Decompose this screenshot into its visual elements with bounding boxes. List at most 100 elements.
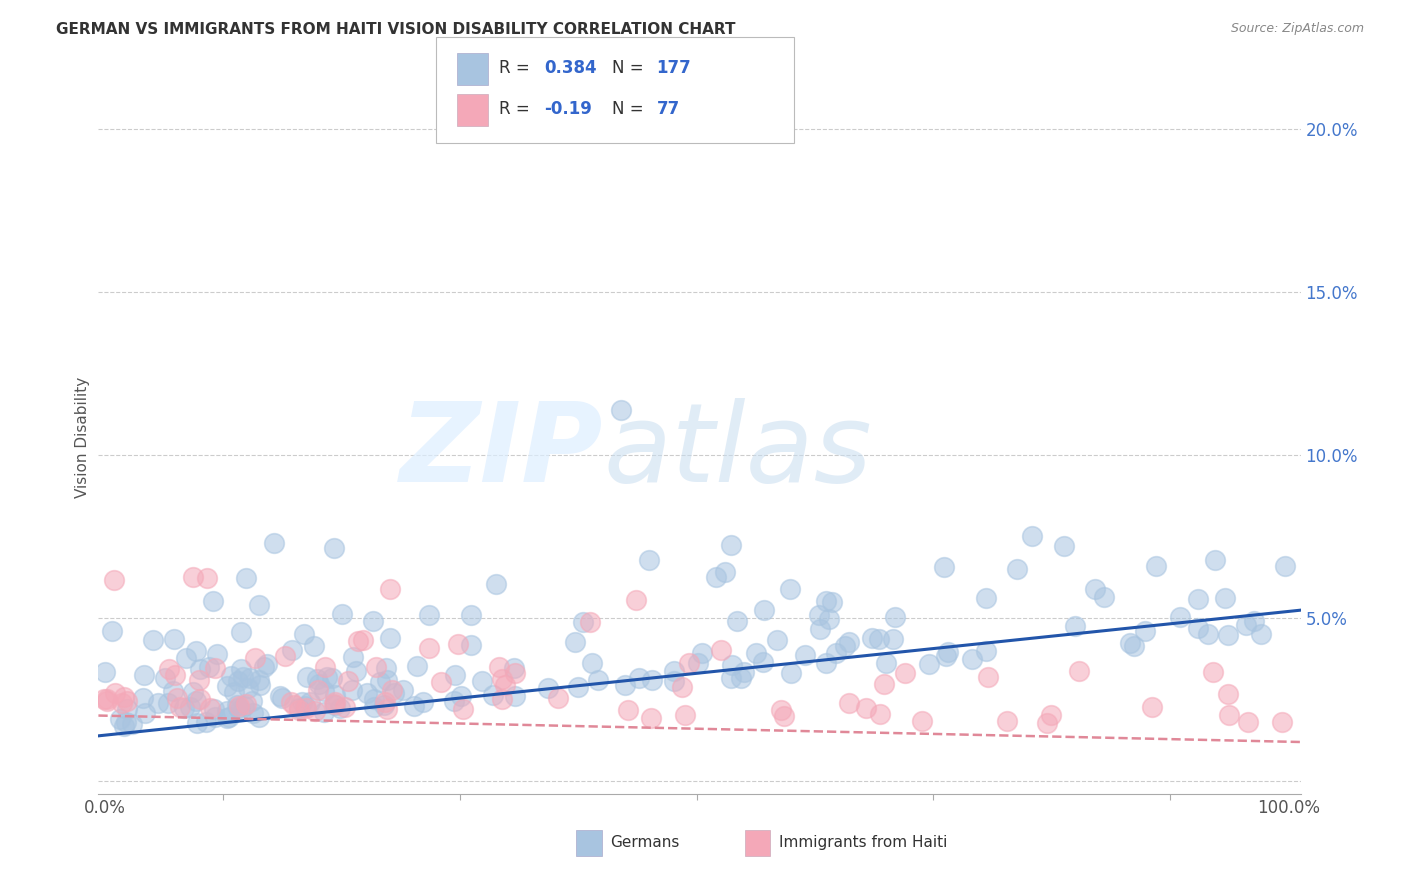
Point bbox=[200, 700, 222, 714]
Point bbox=[564, 634, 586, 648]
Point bbox=[1250, 627, 1272, 641]
Point bbox=[460, 607, 482, 622]
Point bbox=[752, 603, 775, 617]
Point bbox=[108, 712, 131, 726]
Point bbox=[315, 670, 337, 684]
Point bbox=[1067, 665, 1090, 679]
Point bbox=[217, 679, 239, 693]
Point bbox=[368, 675, 391, 690]
Point bbox=[713, 565, 735, 579]
Point bbox=[808, 622, 831, 636]
Point bbox=[103, 574, 125, 588]
Point bbox=[1204, 553, 1226, 567]
Point bbox=[198, 660, 221, 674]
Point bbox=[678, 656, 700, 670]
Point bbox=[333, 699, 356, 714]
Point bbox=[894, 665, 917, 680]
Point bbox=[205, 647, 228, 661]
Point bbox=[292, 626, 315, 640]
Point bbox=[616, 703, 638, 717]
Point bbox=[190, 692, 212, 706]
Point bbox=[1271, 714, 1294, 729]
Point bbox=[744, 647, 766, 661]
Point bbox=[995, 714, 1018, 728]
Point bbox=[294, 701, 316, 715]
Point bbox=[235, 697, 257, 711]
Point bbox=[807, 607, 830, 622]
Text: -0.19: -0.19 bbox=[544, 100, 592, 118]
Text: atlas: atlas bbox=[603, 398, 872, 505]
Point bbox=[201, 594, 224, 608]
Point bbox=[288, 700, 311, 714]
Point bbox=[271, 691, 294, 706]
Point bbox=[883, 610, 905, 624]
Point bbox=[872, 677, 894, 691]
Point bbox=[1133, 624, 1156, 639]
Point bbox=[404, 699, 426, 714]
Point bbox=[860, 631, 883, 645]
Point bbox=[443, 694, 465, 708]
Point bbox=[132, 691, 155, 706]
Point bbox=[579, 615, 602, 629]
Point bbox=[503, 665, 526, 680]
Point bbox=[1040, 707, 1063, 722]
Point bbox=[814, 656, 837, 670]
Point bbox=[204, 661, 226, 675]
Point bbox=[1092, 590, 1115, 604]
Point bbox=[179, 699, 201, 714]
Point bbox=[364, 660, 387, 674]
Point bbox=[232, 670, 254, 684]
Point bbox=[121, 716, 143, 731]
Point bbox=[174, 651, 197, 665]
Point bbox=[228, 674, 250, 689]
Point bbox=[673, 708, 696, 723]
Point bbox=[671, 680, 693, 694]
Point bbox=[1218, 687, 1240, 701]
Point bbox=[1084, 582, 1107, 596]
Point bbox=[249, 678, 271, 692]
Point bbox=[111, 697, 134, 711]
Point bbox=[215, 711, 238, 725]
Point bbox=[100, 624, 122, 639]
Point bbox=[627, 672, 650, 686]
Point bbox=[382, 686, 405, 700]
Point bbox=[330, 607, 353, 622]
Point bbox=[169, 699, 191, 714]
Point bbox=[314, 660, 336, 674]
Point bbox=[974, 643, 997, 657]
Point bbox=[392, 682, 415, 697]
Point bbox=[280, 695, 302, 709]
Point bbox=[662, 664, 685, 678]
Point bbox=[690, 646, 713, 660]
Point bbox=[323, 698, 346, 712]
Point bbox=[114, 714, 136, 729]
Point bbox=[229, 703, 252, 717]
Point bbox=[725, 614, 748, 628]
Point bbox=[142, 633, 165, 648]
Point bbox=[112, 690, 135, 704]
Point bbox=[638, 553, 661, 567]
Point bbox=[323, 695, 346, 709]
Point bbox=[291, 695, 314, 709]
Point bbox=[157, 662, 180, 676]
Point bbox=[134, 706, 156, 720]
Point bbox=[162, 684, 184, 698]
Point bbox=[233, 698, 256, 713]
Point bbox=[269, 689, 291, 703]
Point bbox=[730, 671, 752, 685]
Point bbox=[195, 715, 218, 730]
Point bbox=[936, 645, 959, 659]
Point bbox=[446, 637, 468, 651]
Point bbox=[406, 658, 429, 673]
Text: Source: ZipAtlas.com: Source: ZipAtlas.com bbox=[1230, 22, 1364, 36]
Point bbox=[710, 643, 733, 657]
Point bbox=[704, 570, 727, 584]
Point bbox=[304, 704, 326, 718]
Point bbox=[586, 673, 609, 688]
Point bbox=[115, 702, 138, 716]
Point bbox=[444, 668, 467, 682]
Point bbox=[1036, 716, 1059, 731]
Point bbox=[932, 559, 955, 574]
Point bbox=[115, 693, 138, 707]
Point bbox=[163, 632, 186, 646]
